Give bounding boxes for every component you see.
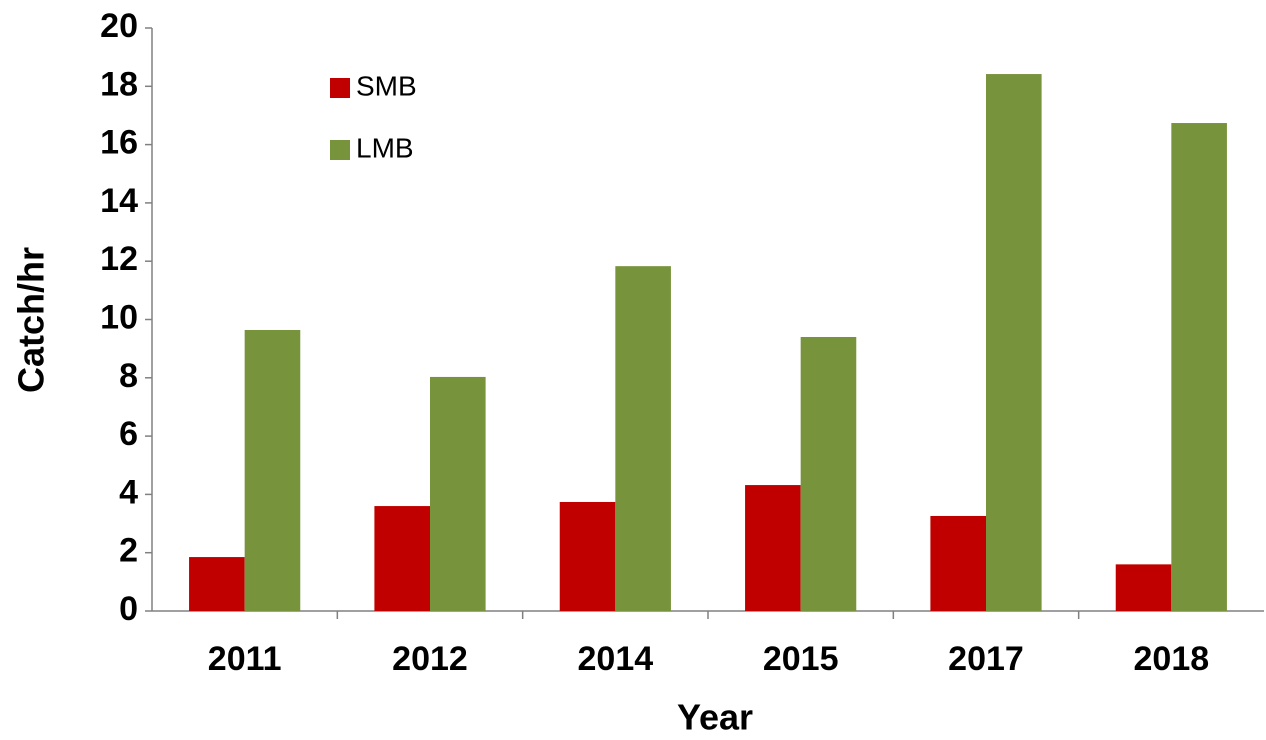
bar	[1171, 123, 1227, 612]
x-tick-label: 2015	[763, 640, 839, 678]
x-tick-label: 2012	[392, 640, 468, 678]
bar	[244, 329, 301, 611]
bar	[189, 557, 245, 611]
y-tick-label: 8	[119, 357, 138, 395]
x-tick-label: 2011	[208, 640, 282, 678]
bar	[430, 376, 486, 611]
legend-label: LMB	[356, 132, 414, 163]
y-tick-label: 6	[119, 415, 138, 453]
y-tick-label: 14	[100, 182, 138, 220]
legend-swatch	[330, 78, 350, 98]
bar	[374, 506, 430, 611]
bar	[745, 485, 801, 611]
y-tick-label: 10	[100, 298, 138, 336]
y-tick-label: 20	[100, 7, 138, 45]
y-tick-label: 16	[100, 124, 138, 162]
y-tick-label: 18	[100, 65, 138, 103]
legend-swatch	[330, 140, 350, 160]
bar	[559, 501, 616, 611]
bar	[1115, 564, 1172, 611]
y-tick-label: 2	[119, 532, 138, 570]
x-tick-label: 2014	[578, 640, 654, 678]
y-axis-title: Catch/hr	[11, 247, 52, 393]
bar	[800, 336, 857, 611]
y-tick-label: 0	[119, 590, 138, 628]
y-tick-label: 12	[100, 240, 138, 278]
bar	[930, 515, 986, 611]
x-tick-label: 2017	[948, 640, 1024, 678]
bar	[986, 74, 1042, 611]
x-tick-label: 2018	[1134, 640, 1210, 678]
y-tick-label: 4	[119, 473, 138, 511]
bar	[615, 266, 671, 611]
x-axis-title: Year	[677, 697, 753, 738]
legend-label: SMB	[356, 70, 417, 101]
